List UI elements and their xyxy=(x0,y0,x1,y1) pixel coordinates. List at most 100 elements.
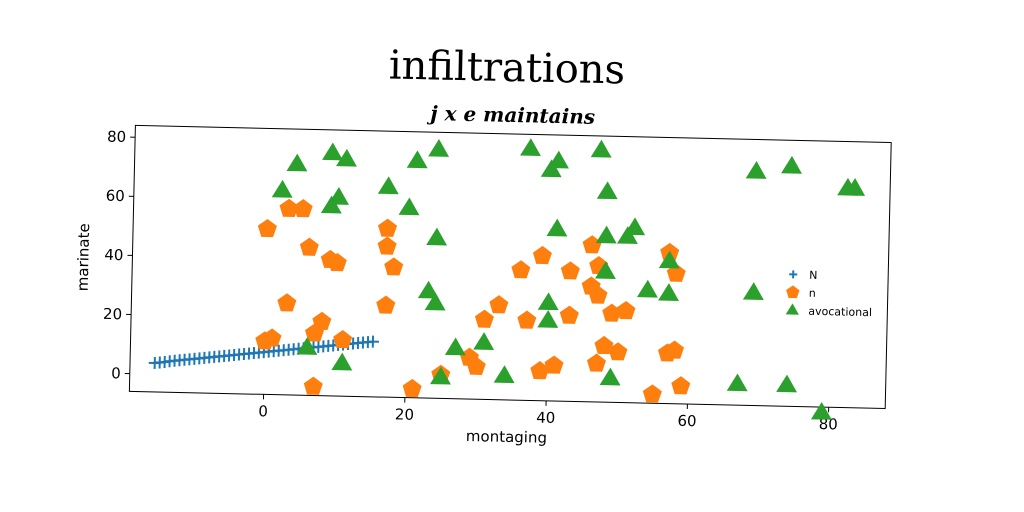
data-point xyxy=(544,355,564,374)
series-2 xyxy=(271,138,866,420)
data-point xyxy=(624,217,646,236)
data-point xyxy=(511,260,531,279)
y-tick-label: 40 xyxy=(104,246,123,264)
data-point xyxy=(376,295,396,314)
data-point xyxy=(586,353,606,372)
data-point xyxy=(377,176,399,195)
data-point xyxy=(745,161,767,179)
series-1 xyxy=(255,198,691,403)
data-point xyxy=(532,245,552,265)
x-tick-label: 80 xyxy=(819,415,838,433)
data-point xyxy=(602,303,622,322)
data-point xyxy=(406,150,428,169)
data-point xyxy=(279,198,299,217)
data-point xyxy=(466,356,486,375)
data-point xyxy=(493,365,515,384)
data-point xyxy=(776,374,798,393)
y-tick-label: 20 xyxy=(103,305,122,323)
data-point xyxy=(537,310,559,328)
data-point xyxy=(424,292,446,311)
data-point xyxy=(430,366,451,385)
data-point xyxy=(599,367,621,386)
data-point xyxy=(540,159,562,178)
data-point xyxy=(642,384,662,403)
data-point xyxy=(588,285,608,304)
data-point xyxy=(489,295,509,314)
data-point xyxy=(384,257,404,276)
legend-marker xyxy=(789,270,798,279)
data-point xyxy=(616,300,636,320)
legend: Nn avocational xyxy=(785,269,872,319)
data-point xyxy=(596,181,618,200)
legend-label: n xyxy=(809,287,816,300)
data-point xyxy=(305,323,325,342)
x-tick-label: 0 xyxy=(258,402,268,420)
data-point xyxy=(844,178,866,196)
data-point xyxy=(402,378,422,398)
data-point xyxy=(530,361,550,380)
y-tick-label: 0 xyxy=(111,364,121,382)
y-axis-label: marinate xyxy=(74,223,94,291)
data-point xyxy=(320,195,342,214)
data-point xyxy=(658,283,679,301)
data-point xyxy=(726,373,748,392)
main-title: infiltrations xyxy=(388,43,625,94)
data-point xyxy=(262,328,282,347)
y-tick-label: 60 xyxy=(106,187,125,205)
axes-frame xyxy=(128,124,892,410)
data-point xyxy=(608,342,628,361)
x-axis-label: montaging xyxy=(466,427,547,447)
data-point xyxy=(781,155,802,174)
x-tick-label: 20 xyxy=(395,405,414,423)
legend-label: avocational xyxy=(808,305,872,319)
x-tick-label: 40 xyxy=(536,409,555,427)
data-point xyxy=(331,352,353,371)
legend-marker xyxy=(785,303,799,315)
data-point xyxy=(595,225,617,244)
data-point xyxy=(616,226,638,244)
x-axis: 0 20 40 60 80 xyxy=(258,394,838,433)
data-point xyxy=(426,227,448,246)
data-point xyxy=(517,310,537,329)
chart-title: j x e maintains xyxy=(426,101,595,129)
data-point xyxy=(474,309,494,328)
data-point xyxy=(322,142,343,161)
y-axis: 0 20 40 60 80 xyxy=(103,128,136,382)
data-point xyxy=(417,280,439,299)
data-point xyxy=(257,218,277,238)
data-point xyxy=(303,376,323,395)
data-point xyxy=(473,332,495,351)
x-tick-label: 60 xyxy=(677,412,696,430)
data-point xyxy=(520,138,541,157)
data-point xyxy=(299,237,319,256)
plot-group: j x e maintains 0 20 40 60 80 0 20 40 60 80 mont… xyxy=(74,101,892,447)
data-point xyxy=(271,179,293,198)
data-point xyxy=(336,148,357,167)
data-point xyxy=(286,153,308,172)
data-point xyxy=(296,337,318,355)
data-point xyxy=(671,376,691,395)
data-point xyxy=(665,340,685,359)
data-point xyxy=(428,139,450,157)
legend-label: N xyxy=(809,269,818,282)
data-point xyxy=(378,218,398,237)
data-marks xyxy=(148,138,866,420)
data-point xyxy=(810,401,832,420)
y-tick-label: 80 xyxy=(107,128,126,146)
data-point xyxy=(658,250,680,269)
data-point xyxy=(590,139,612,158)
data-point xyxy=(377,236,397,255)
data-point xyxy=(444,337,466,356)
data-point xyxy=(333,329,353,349)
data-point xyxy=(742,282,764,301)
data-point xyxy=(636,279,658,298)
data-point xyxy=(582,235,602,254)
data-point xyxy=(366,335,379,348)
data-point xyxy=(548,150,569,169)
data-point xyxy=(594,261,616,279)
legend-marker xyxy=(786,285,800,299)
data-point xyxy=(277,293,297,312)
data-point xyxy=(398,197,420,216)
data-point xyxy=(559,305,579,324)
